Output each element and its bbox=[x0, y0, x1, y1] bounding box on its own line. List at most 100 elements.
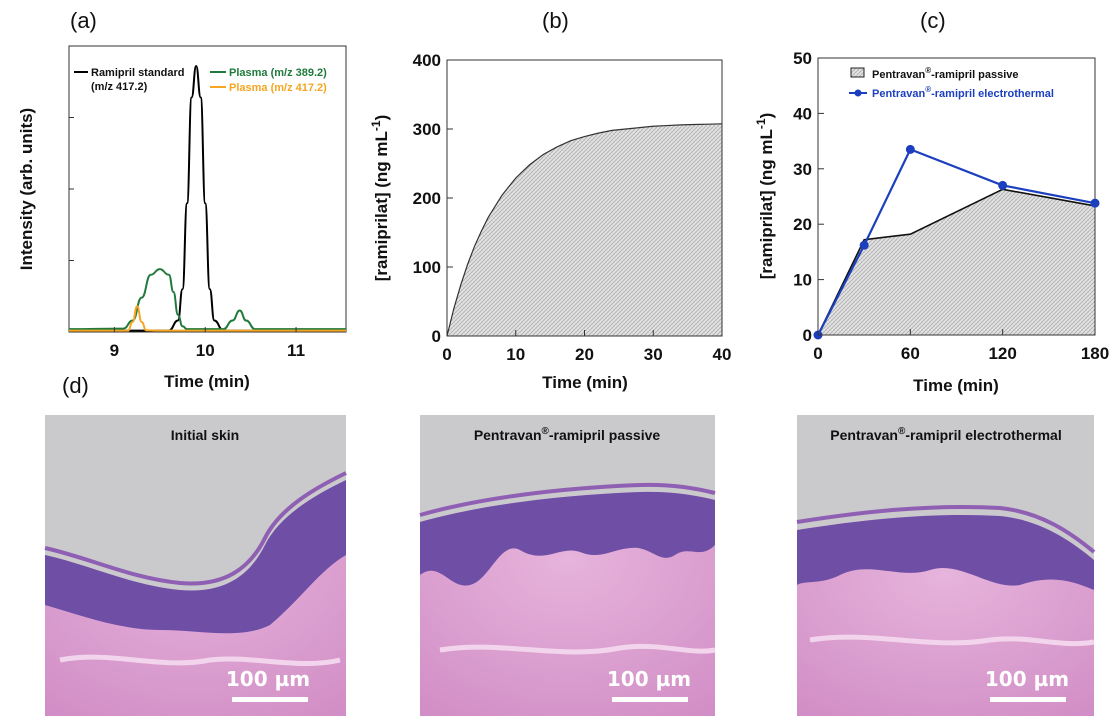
panel-label-d: (d) bbox=[62, 373, 89, 398]
micrograph-passive: Pentravan®-ramipril passive 100 µm bbox=[419, 415, 716, 716]
legend-electrothermal-sup: ® bbox=[925, 85, 931, 94]
chart-c-ytick-label: 50 bbox=[793, 49, 812, 68]
chart-a: 9 10 11 Time (min) Intensity (arb. units) … bbox=[17, 45, 347, 391]
chart-b-ylabel-sup: -1 bbox=[369, 120, 383, 131]
chart-c-electrothermal-point bbox=[859, 240, 869, 250]
chart-c-ytick-label: 0 bbox=[803, 326, 812, 345]
micrograph-3-title: Pentravan®-ramipril electrothermal bbox=[830, 426, 1061, 443]
chart-b-ylabel-main: [ramiprilat] (ng mL bbox=[372, 131, 391, 281]
micrograph-1-scale-label: 100 µm bbox=[226, 667, 310, 691]
panel-label-b: (b) bbox=[542, 8, 569, 33]
legend-electrothermal-pre: Pentravan bbox=[872, 88, 925, 100]
micrograph-2-scale-bar bbox=[612, 697, 688, 702]
legend-plasma-417: Plasma (m/z 417.2) bbox=[229, 82, 327, 94]
micrograph-1-stratum-corneum bbox=[44, 471, 347, 586]
legend-passive-pre: Pentravan bbox=[872, 69, 925, 81]
chart-c-xtick-label: 60 bbox=[901, 344, 920, 363]
chart-a-xtick-label: 9 bbox=[110, 341, 119, 360]
legend-ramipril-line2: (m/z 417.2) bbox=[91, 81, 148, 93]
chart-a-ylabel: Intensity (arb. units) bbox=[17, 108, 36, 270]
micrograph-electrothermal: Pentravan®-ramipril electrothermal 100 µ… bbox=[796, 415, 1096, 716]
chart-b-ytick-label: 100 bbox=[413, 258, 441, 277]
chart-c-ytick-label: 40 bbox=[793, 104, 812, 123]
legend-electrothermal-post: -ramipril electrothermal bbox=[931, 88, 1054, 100]
micrograph-2-title-pre: Pentravan bbox=[474, 427, 542, 443]
micrograph-3-title-post: -ramipril electrothermal bbox=[905, 427, 1061, 443]
chart-c-frame bbox=[817, 57, 1096, 336]
chart-a-xlabel: Time (min) bbox=[164, 372, 250, 391]
chart-b-line bbox=[446, 123, 723, 337]
chart-c-electrothermal-point bbox=[905, 144, 915, 154]
micrograph-2-fiber bbox=[439, 643, 716, 655]
chart-c-ytick-label: 20 bbox=[793, 215, 812, 234]
chart-c-ylabel-main: [ramiprilat] (ng mL bbox=[757, 129, 776, 279]
micrograph-2-title-post: -ramipril passive bbox=[549, 427, 660, 443]
micrograph-1-scale-bar bbox=[232, 697, 308, 702]
micrograph-2-title-sup: ® bbox=[542, 426, 550, 437]
chart-c-ylabel-sup: -1 bbox=[754, 118, 768, 129]
legend-plasma-389: Plasma (m/z 389.2) bbox=[229, 67, 327, 79]
chart-a-frame bbox=[68, 45, 347, 333]
micrograph-2-scale-label: 100 µm bbox=[607, 667, 691, 691]
panel-label-a: (a) bbox=[70, 8, 97, 33]
legend-marker-electrothermal bbox=[854, 89, 862, 97]
chart-c-xtick-label: 0 bbox=[813, 344, 822, 363]
micrograph-3-title-sup: ® bbox=[898, 426, 906, 437]
legend-passive: Pentravan®-ramipril passive bbox=[872, 66, 1019, 81]
chart-c-ytick-label: 30 bbox=[793, 160, 812, 179]
micrograph-3-fiber bbox=[809, 634, 1095, 647]
micrograph-2-stratum-corneum bbox=[419, 482, 716, 517]
chart-b-xtick-label: 40 bbox=[713, 345, 732, 364]
chart-c-electrothermal-point bbox=[1090, 198, 1100, 208]
micrograph-3-scale-bar bbox=[990, 697, 1066, 702]
chart-a-xtick-label: 10 bbox=[196, 341, 215, 360]
chart-b-ylabel: [ramiprilat] (ng mL-1) bbox=[369, 115, 391, 282]
micrograph-1-epidermis bbox=[45, 480, 346, 634]
chart-b-ytick-label: 200 bbox=[413, 189, 441, 208]
chart-b-xlabel: Time (min) bbox=[542, 373, 628, 392]
chart-a-series-1 bbox=[68, 268, 346, 331]
chart-b-xtick-label: 10 bbox=[506, 345, 525, 364]
legend-swatch-passive bbox=[850, 67, 865, 78]
chart-c-xtick-label: 180 bbox=[1081, 344, 1109, 363]
panel-label-c: (c) bbox=[920, 8, 946, 33]
chart-b-area bbox=[447, 123, 722, 336]
legend-passive-post: -ramipril passive bbox=[931, 69, 1018, 81]
chart-b-ylabel-close: ) bbox=[372, 115, 391, 121]
chart-c-ylabel-close: ) bbox=[757, 113, 776, 119]
chart-b-xtick-label: 30 bbox=[644, 345, 663, 364]
chart-c-xlabel: Time (min) bbox=[913, 376, 999, 395]
chart-c-ylabel: [ramiprilat] (ng mL-1) bbox=[754, 113, 776, 280]
chart-c-ytick-label: 10 bbox=[793, 271, 812, 290]
chart-b-xtick-label: 0 bbox=[442, 345, 451, 364]
chart-a-xtick-label: 11 bbox=[287, 341, 305, 360]
chart-b-xtick-label: 20 bbox=[575, 345, 594, 364]
micrograph-1-title: Initial skin bbox=[171, 427, 239, 443]
chart-a-series-0 bbox=[68, 65, 346, 332]
chart-c-electrothermal-point bbox=[998, 180, 1008, 190]
legend-passive-sup: ® bbox=[925, 66, 931, 75]
legend-ramipril-line1: Ramipril standard bbox=[91, 67, 185, 79]
micrograph-3-stratum-corneum bbox=[796, 504, 1096, 554]
chart-c-passive-line bbox=[817, 188, 1096, 336]
micrograph-1-fiber bbox=[59, 654, 341, 667]
chart-c-xtick-label: 120 bbox=[988, 344, 1016, 363]
micrograph-2-title: Pentravan®-ramipril passive bbox=[474, 426, 661, 443]
chart-c-passive-area bbox=[818, 189, 1095, 335]
chart-b-ytick-label: 400 bbox=[413, 51, 441, 70]
micrograph-3-epidermis bbox=[797, 514, 1094, 590]
micrograph-3-scale-label: 100 µm bbox=[985, 667, 1069, 691]
chart-a-legend: Ramipril standard (m/z 417.2) Plasma (m/… bbox=[74, 67, 327, 94]
chart-b-ytick-label: 300 bbox=[413, 120, 441, 139]
chart-c: 0 60 120 180 0 10 20 30 40 50 Time (min) [ramipri… bbox=[754, 49, 1109, 395]
chart-b-ytick-label: 0 bbox=[432, 327, 441, 346]
chart-a-series-2 bbox=[68, 305, 346, 332]
chart-c-legend: Pentravan®-ramipril passive Pentravan®-r… bbox=[849, 66, 1054, 100]
micrograph-2-epidermis bbox=[420, 491, 715, 586]
micrograph-panel: Initial skin 100 µm Pentravan®-ramipril … bbox=[44, 415, 1096, 716]
legend-electrothermal: Pentravan®-ramipril electrothermal bbox=[872, 85, 1054, 100]
micrograph-3-title-pre: Pentravan bbox=[830, 427, 898, 443]
micrograph-initial-skin: Initial skin 100 µm bbox=[44, 415, 347, 716]
